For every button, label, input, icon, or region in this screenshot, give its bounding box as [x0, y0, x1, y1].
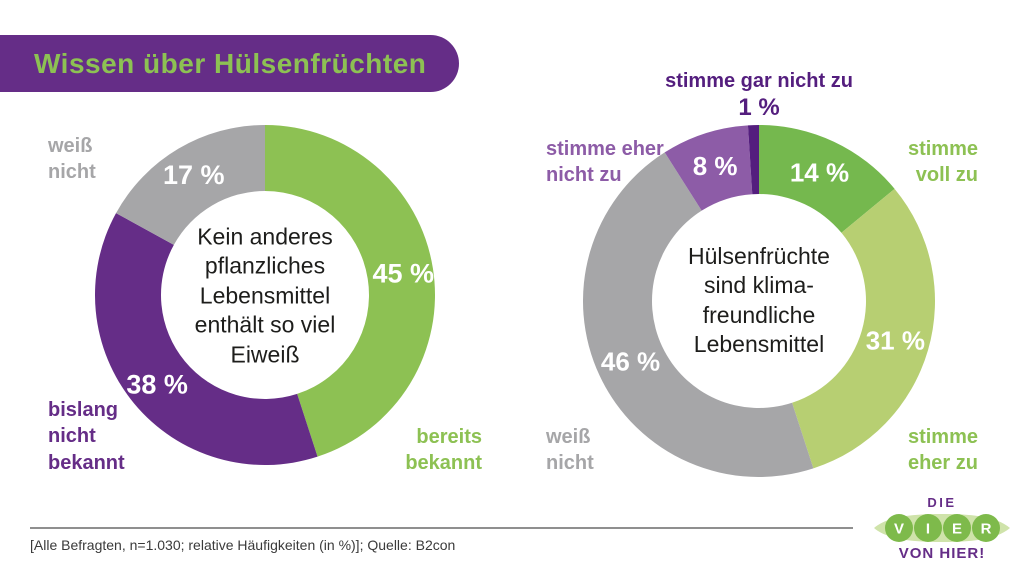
pea-letter: R: [981, 520, 992, 537]
page-title: Wissen über Hülsenfrüchten: [34, 48, 427, 79]
pea-circle: [914, 514, 942, 542]
slice-percent-label: 38 %: [126, 370, 188, 400]
slice-percent-label: 31 %: [866, 326, 925, 356]
donut-chart-climate: 14 % 31 % 46 % 8 %: [583, 125, 935, 477]
logo-text-die: DIE: [927, 495, 957, 510]
slice-percent-label: 17 %: [163, 160, 225, 190]
label-stimme-gar-nicht-zu: stimme gar nicht zu: [665, 70, 853, 92]
footnote-source: [Alle Befragten, n=1.030; relative Häufi…: [30, 537, 456, 553]
donut-slice: [265, 125, 435, 457]
label-stimme-eher-nicht-zu: stimme eher nicht zu: [546, 138, 664, 187]
donut-slice: [792, 188, 935, 469]
pea-circle: [943, 514, 971, 542]
chart-center-statement-protein: Kein anderes pflanzliches Lebensmittel enth…: [194, 223, 336, 368]
slice-percent-label: 46 %: [601, 347, 660, 377]
pea-letter: V: [894, 520, 904, 537]
label-bislang-nicht-bekannt: bislang nicht bekannt: [48, 399, 125, 474]
donut-slice: [583, 152, 814, 477]
footer-divider: [30, 527, 853, 529]
label-weiss-nicht-left: weiß nicht: [48, 135, 96, 184]
label-stimme-voll-zu: stimme voll zu: [907, 138, 978, 187]
donut-slice: [759, 125, 895, 233]
label-weiss-nicht-right: weiß nicht: [546, 426, 594, 475]
donut-slice: [747, 125, 759, 195]
pea-letter: I: [926, 520, 930, 537]
label-bereits-bekannt: bereits bekannt: [405, 426, 482, 475]
donut-slice: [116, 125, 265, 245]
logo-die-vier-von-hier: DIE V I E R VON HIER!: [872, 495, 1012, 562]
donut-slice: [95, 213, 318, 465]
pea-circle: [885, 514, 913, 542]
pea-letter: E: [952, 520, 962, 537]
title-banner: Wissen über Hülsenfrüchten: [0, 35, 459, 92]
chart-center-statement-climate: Hülsenfrüchte sind klima-freundliche Leben…: [688, 243, 830, 358]
donut-slice: [664, 125, 753, 211]
label-stimme-eher-zu: stimme eher zu: [907, 426, 978, 475]
pea-circle: [972, 514, 1000, 542]
value-stimme-gar-nicht-zu: 1 %: [738, 94, 780, 121]
slice-percent-label: 14 %: [790, 158, 849, 188]
slice-percent-label: 8 %: [693, 151, 738, 181]
donut-chart-protein: 45 % 38 % 17 %: [95, 125, 435, 465]
logo-text-von-hier: VON HIER!: [898, 545, 986, 562]
slice-percent-label: 45 %: [373, 259, 435, 289]
